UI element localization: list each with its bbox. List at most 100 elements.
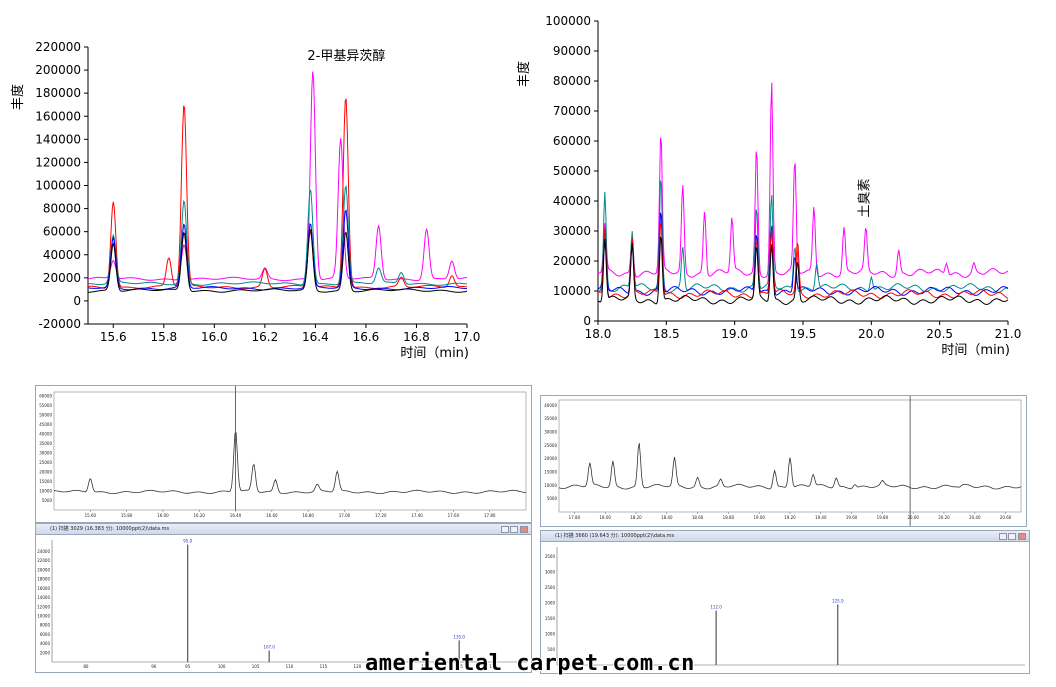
- bar-label: 95.0: [183, 539, 192, 544]
- ms-right-title: (1) 扫描 3660 (19.643 分): 10000ppt(2)\data…: [555, 533, 675, 539]
- x-tick-label: 105: [252, 664, 260, 669]
- chart-top-left: -20000 0 20000 40000 60000 80000 100000 120000 1…: [10, 40, 481, 361]
- y-tick-label: 40000: [43, 248, 81, 262]
- x-tick-label: 18.00: [599, 515, 611, 520]
- plot-frame: [558, 399, 1022, 513]
- x-tick-label: 17.40: [411, 513, 423, 518]
- x-tick-label: 19.80: [877, 515, 889, 520]
- y-tick-label: 3000: [545, 569, 556, 574]
- maximize-button[interactable]: [510, 526, 518, 533]
- y-tick-label: 80000: [43, 202, 81, 216]
- y-tick-label: 25000: [544, 443, 557, 448]
- x-tick-label: 18.0: [585, 327, 612, 341]
- y-tick-label: 6000: [40, 632, 51, 637]
- close-button[interactable]: [1018, 533, 1026, 540]
- y-tick-label: 20000: [544, 456, 557, 461]
- tic-left-svg: 5000 10000 15000 20000 25000 30000 35000 40000 4…: [39, 386, 527, 518]
- x-tick-label: 135: [455, 664, 463, 669]
- x-tick-label: 15.60: [85, 513, 97, 518]
- x-tick-label: 16.80: [302, 513, 314, 518]
- y-tick-label: 40000: [39, 431, 52, 436]
- y-tick-label: 0: [583, 314, 591, 328]
- y-tick-label: 50000: [553, 164, 591, 178]
- x-tick-label: 19.00: [753, 515, 765, 520]
- minimize-button[interactable]: [501, 526, 509, 533]
- y-tick-label: 70000: [553, 104, 591, 118]
- tic-right-svg: 5000 10000 15000 20000 25000 30000 35000 40000 1…: [544, 396, 1022, 526]
- peak-annotation: 土臭素: [858, 178, 873, 217]
- series-line: [597, 212, 1009, 296]
- y-tick-label: 1500: [545, 616, 556, 621]
- x-tick-label: 19.0: [721, 327, 748, 341]
- x-tick-label: 15.80: [121, 513, 133, 518]
- y-tick-label: 10000: [39, 488, 52, 493]
- x-tick-label: 125: [387, 664, 395, 669]
- x-tick-label: 17.80: [484, 513, 496, 518]
- y-tick-label: 2500: [545, 585, 556, 590]
- x-tick-label: 19.40: [815, 515, 827, 520]
- x-tick-label: 17.20: [375, 513, 387, 518]
- x-tick-label: 17.0: [454, 330, 481, 344]
- series-line: [558, 443, 1022, 490]
- x-tick-label: 15.6: [100, 330, 127, 344]
- y-tick-label: 35000: [544, 416, 557, 421]
- y-tick-label: 30000: [544, 430, 557, 435]
- y-axis-label: 丰度: [516, 61, 532, 87]
- x-tick-label: 15.8: [150, 330, 177, 344]
- series-line: [88, 184, 468, 286]
- x-tick-label: 21.0: [995, 327, 1022, 341]
- x-tick-label: 130: [421, 664, 429, 669]
- x-tick-label: 20.5: [926, 327, 953, 341]
- y-tick-label: 25000: [39, 460, 52, 465]
- y-tick-label: 18000: [37, 577, 50, 582]
- maximize-button[interactable]: [1008, 533, 1016, 540]
- ms-right-titlebar: (1) 扫描 3660 (19.643 分): 10000ppt(2)\data…: [541, 531, 1029, 542]
- x-tick-label: 19.5: [790, 327, 817, 341]
- watermark: ameriental carpet.com.cn: [365, 651, 695, 676]
- series-line: [87, 98, 468, 290]
- x-tick-label: 17.80: [569, 515, 581, 520]
- y-tick-label: 24000: [37, 549, 50, 554]
- x-tick-label: 20.0: [858, 327, 885, 341]
- y-tick-label: 30000: [553, 224, 591, 238]
- y-tick-label: 100000: [35, 179, 81, 193]
- y-tick-label: 40000: [544, 403, 557, 408]
- y-tick-label: 10000: [544, 483, 557, 488]
- ms-left-titlebar: (1) 扫描 3029 (16.383 分): 10000ppt(2)\data…: [36, 524, 531, 535]
- x-tick-label: 110: [286, 664, 294, 669]
- x-axis-label: 时间（min): [400, 346, 469, 361]
- y-tick-label: 50000: [39, 412, 52, 417]
- close-button[interactable]: [520, 526, 528, 533]
- x-tick-label: 115: [320, 664, 328, 669]
- y-tick-label: 2000: [545, 600, 556, 605]
- series-line: [597, 223, 1009, 300]
- x-tick-label: 16.40: [230, 513, 242, 518]
- y-tick-label: 16000: [37, 586, 50, 591]
- y-tick-label: 3500: [545, 554, 556, 559]
- y-tick-label: 60000: [553, 134, 591, 148]
- bar-label: 135.0: [453, 634, 465, 639]
- y-tick-label: 15000: [544, 470, 557, 475]
- y-tick-label: 120000: [35, 155, 81, 169]
- bar-label: 125.0: [832, 598, 844, 603]
- minimize-button[interactable]: [999, 533, 1007, 540]
- x-tick-label: 16.20: [194, 513, 206, 518]
- x-tick-label: 20.40: [969, 515, 981, 520]
- y-tick-label: 5000: [547, 496, 558, 501]
- tic-panel-right: 5000 10000 15000 20000 25000 30000 35000 40000 1…: [540, 395, 1027, 527]
- y-axis-label: 丰度: [10, 84, 26, 110]
- x-tick-label: 18.5: [653, 327, 680, 341]
- y-tick-label: 60000: [43, 225, 81, 239]
- y-tick-label: 12000: [37, 604, 50, 609]
- peak-annotation: 2-甲基异茨醇: [307, 48, 385, 64]
- y-tick-label: 2000: [40, 650, 51, 655]
- y-tick-label: 30000: [39, 450, 52, 455]
- y-tick-label: 500: [547, 647, 555, 652]
- y-tick-label: 60000: [39, 393, 52, 398]
- x-tick-label: 16.00: [157, 513, 169, 518]
- x-tick-label: 17.60: [448, 513, 460, 518]
- y-tick-label: 8000: [40, 623, 51, 628]
- x-tick-label: 90: [151, 664, 157, 669]
- series-line: [88, 228, 468, 293]
- y-tick-label: 10000: [37, 613, 50, 618]
